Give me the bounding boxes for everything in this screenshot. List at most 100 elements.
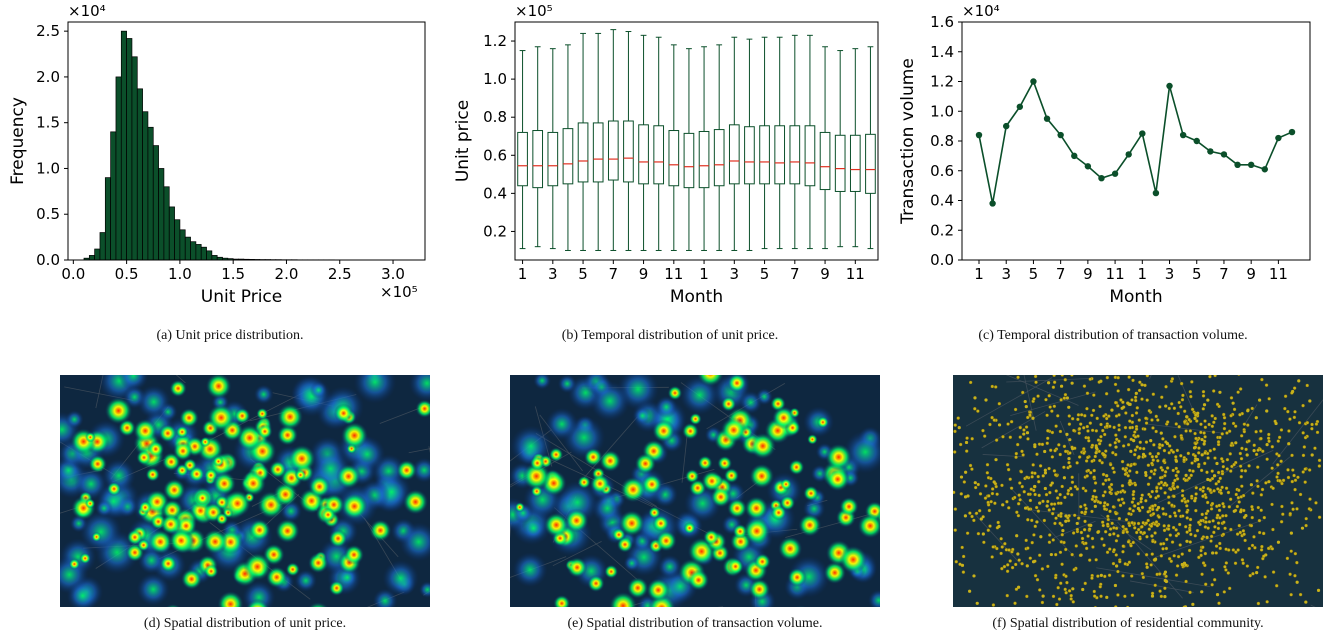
community-point xyxy=(1292,415,1297,420)
community-point xyxy=(1065,432,1069,436)
community-point xyxy=(1166,524,1171,528)
community-point xyxy=(1085,455,1090,460)
community-point xyxy=(1068,438,1072,442)
heat-hotspot xyxy=(328,580,345,596)
community-point xyxy=(1168,533,1173,537)
community-point xyxy=(1264,481,1268,485)
community-point xyxy=(1104,449,1108,453)
community-point xyxy=(1020,449,1024,454)
community-point xyxy=(1234,492,1239,497)
community-point xyxy=(1215,593,1220,597)
community-point xyxy=(1174,422,1179,426)
box xyxy=(759,125,770,185)
community-point xyxy=(1065,580,1069,585)
community-point xyxy=(1036,474,1040,479)
community-point xyxy=(1204,511,1209,516)
community-point xyxy=(1189,532,1193,537)
community-point xyxy=(1220,471,1225,476)
community-point xyxy=(1108,547,1112,551)
community-point xyxy=(1092,393,1096,397)
community-point xyxy=(1091,545,1095,549)
community-point xyxy=(1013,601,1017,606)
community-point xyxy=(1062,476,1067,480)
community-point xyxy=(1172,554,1176,558)
community-point xyxy=(1132,439,1136,443)
plot-frame xyxy=(67,21,426,261)
community-point xyxy=(1079,553,1083,557)
heat-hotspot xyxy=(173,441,193,461)
community-point xyxy=(1185,415,1189,419)
community-point xyxy=(1209,539,1213,543)
x-tick-label: 7 xyxy=(1219,265,1229,283)
community-point xyxy=(1227,505,1232,509)
community-point xyxy=(1127,523,1132,528)
community-point xyxy=(1032,533,1036,537)
community-point xyxy=(1153,468,1157,472)
box xyxy=(668,130,680,187)
community-point xyxy=(1218,390,1222,394)
community-point xyxy=(1063,547,1068,552)
community-point xyxy=(1066,488,1071,493)
community-point xyxy=(1171,468,1175,473)
community-point xyxy=(1089,470,1093,475)
community-point xyxy=(962,480,967,484)
community-point xyxy=(1164,385,1168,389)
x-multiplier: ×10⁵ xyxy=(380,283,418,301)
community-point xyxy=(1169,487,1173,492)
community-point xyxy=(1218,541,1222,546)
community-point xyxy=(1255,479,1259,483)
community-point xyxy=(992,480,996,484)
community-point xyxy=(1062,465,1066,470)
community-point xyxy=(1176,554,1181,559)
community-point xyxy=(960,563,965,567)
community-point xyxy=(1108,533,1112,537)
community-point xyxy=(1060,375,1065,377)
community-point xyxy=(1150,504,1155,508)
community-point xyxy=(1101,428,1105,433)
community-point xyxy=(1060,532,1065,537)
community-point xyxy=(1020,484,1024,489)
community-point xyxy=(1082,527,1087,532)
community-point xyxy=(1300,526,1305,530)
community-point xyxy=(984,484,988,488)
community-point xyxy=(1158,446,1162,450)
community-point xyxy=(1180,489,1185,493)
community-point xyxy=(1175,448,1180,453)
community-point xyxy=(1174,473,1178,478)
community-point xyxy=(1171,525,1176,530)
community-point xyxy=(1085,474,1089,478)
community-point xyxy=(1051,507,1056,511)
map-road xyxy=(1145,423,1225,434)
heat-hotspot xyxy=(265,566,288,589)
community-point xyxy=(1145,398,1149,402)
community-point xyxy=(1084,546,1089,551)
community-point xyxy=(1035,520,1039,524)
community-point xyxy=(1090,428,1095,433)
community-point xyxy=(1065,396,1069,400)
community-point xyxy=(1242,429,1247,434)
community-point xyxy=(986,528,991,532)
community-point xyxy=(1018,435,1023,439)
community-point xyxy=(1185,504,1189,508)
community-point xyxy=(1093,454,1098,459)
community-point xyxy=(1295,560,1299,565)
community-point xyxy=(1157,442,1162,447)
x-tick-label: 1 xyxy=(974,265,984,283)
community-point xyxy=(1239,434,1244,438)
community-point xyxy=(1313,446,1317,450)
heat-blob xyxy=(242,580,276,607)
community-point xyxy=(1113,382,1118,387)
map-road xyxy=(965,377,1053,427)
community-point xyxy=(1082,384,1087,388)
community-point xyxy=(1050,455,1055,459)
community-point xyxy=(1244,513,1248,518)
x-tick-label: 1 xyxy=(699,265,709,283)
community-point xyxy=(1139,499,1143,504)
community-point xyxy=(1197,446,1201,450)
community-point xyxy=(1140,505,1145,510)
community-point xyxy=(964,449,969,453)
heat-hotspot xyxy=(727,558,744,575)
community-point xyxy=(1072,513,1077,518)
heat-hotspot xyxy=(137,538,150,552)
heat-hotspot xyxy=(529,455,545,471)
